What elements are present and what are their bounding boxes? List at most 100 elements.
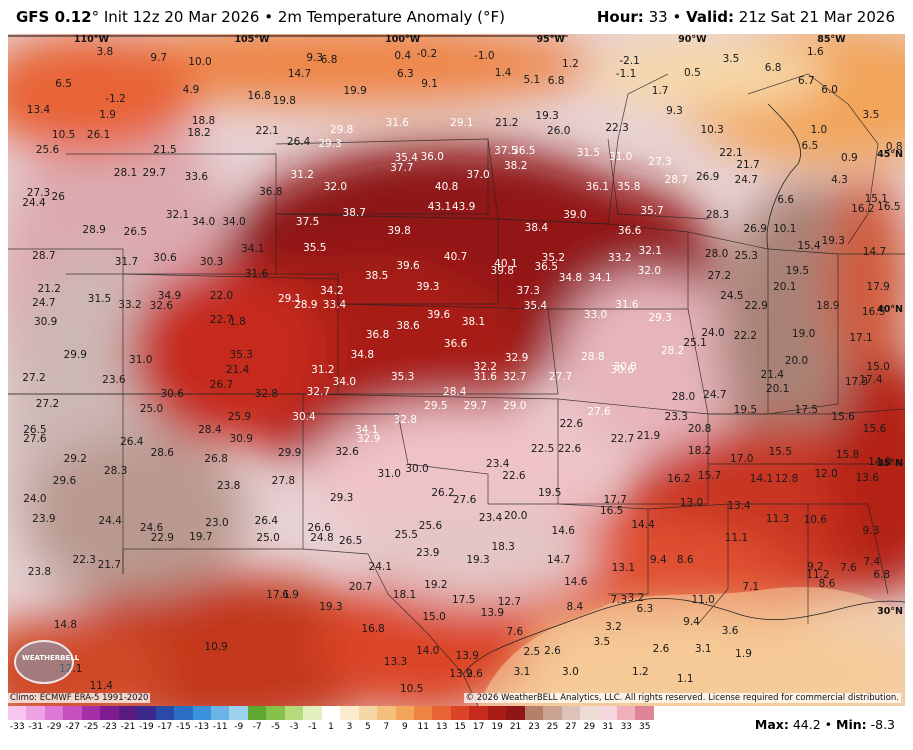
anomaly-value: 14.0 [416, 644, 440, 657]
anomaly-value: 23.3 [664, 411, 688, 424]
anomaly-value: -1.0 [474, 50, 495, 63]
anomaly-value: 22.9 [744, 300, 768, 313]
min-label: Min: [836, 717, 867, 732]
longitude-label: 100°W [385, 34, 421, 45]
anomaly-value: 38.2 [503, 160, 528, 173]
anomaly-value: 4.9 [182, 83, 200, 96]
anomaly-value: 19.2 [424, 579, 448, 592]
anomaly-value: 40.1 [494, 257, 518, 270]
anomaly-value: 15.1 [864, 192, 888, 205]
anomaly-value: 16.2 [667, 472, 691, 485]
anomaly-value: 30.6 [610, 364, 635, 376]
anomaly-value: 9.7 [150, 51, 168, 64]
anomaly-value: 19.3 [466, 554, 490, 567]
anomaly-value: 36.8 [365, 329, 390, 342]
legend-tick-label: 17 [472, 722, 485, 732]
anomaly-value: 14.6 [564, 575, 588, 588]
anomaly-value: 10.1 [773, 222, 797, 235]
legend-swatch [321, 706, 341, 720]
legend-swatch [413, 706, 433, 720]
anomaly-value: 21.7 [97, 558, 122, 571]
anomaly-value: 4.3 [831, 173, 848, 186]
legend-tick-label: -17 [157, 722, 173, 732]
anomaly-value: 20.7 [348, 581, 373, 594]
legend-tick-label: 29 [583, 722, 596, 732]
anomaly-value: 17.0 [730, 453, 754, 466]
anomaly-value: 21.4 [225, 364, 250, 376]
anomaly-value: 38.6 [396, 320, 420, 333]
anomaly-value: 20.8 [687, 423, 712, 436]
longitude-label: 90°W [678, 34, 707, 45]
legend-tick-label: -23 [102, 722, 117, 732]
anomaly-value: 25.0 [256, 532, 280, 544]
anomaly-value: 39.8 [387, 224, 411, 237]
anomaly-value: 17.9 [866, 281, 890, 294]
anomaly-value: 24.1 [368, 560, 392, 573]
longitude-label: 85°W [817, 34, 846, 45]
legend-swatch [192, 706, 211, 720]
anomaly-value: 30.0 [405, 463, 429, 476]
anomaly-value: 1.7 [651, 85, 669, 98]
legend-swatch [26, 706, 45, 720]
anomaly-value: 27.2 [35, 397, 60, 410]
anomaly-value: 8.4 [566, 601, 584, 614]
anomaly-value: 2.5 [523, 646, 541, 659]
anomaly-value: 1.2 [562, 58, 579, 71]
legend-swatch [303, 706, 322, 720]
anomaly-value: 7.6 [840, 562, 857, 575]
valid-time-info: Hour: 33 • Valid: 21z Sat 21 Mar 2026 [597, 8, 895, 26]
anomaly-value: 39.0 [563, 209, 587, 222]
anomaly-value: 32.0 [637, 264, 662, 277]
anomaly-value: 20.0 [784, 355, 809, 368]
anomaly-value: 32.1 [638, 245, 662, 258]
anomaly-value: 6.8 [873, 568, 891, 581]
anomaly-value: 16.5 [599, 505, 624, 518]
anomaly-value: 24.4 [22, 197, 46, 210]
anomaly-value: 27.3 [26, 187, 51, 200]
anomaly-value: 1.2 [632, 666, 649, 679]
climo-note: Climo: ECMWF ERA-5 1991-2020 [8, 693, 151, 703]
anomaly-value: 19.0 [791, 328, 816, 341]
anomaly-value: 9.3 [666, 105, 683, 118]
anomaly-value: 16.8 [361, 622, 385, 635]
anomaly-value: 1.9 [99, 108, 116, 121]
anomaly-value: 24.5 [720, 290, 744, 303]
legend-tick-label: -7 [252, 722, 262, 732]
anomaly-value: 38.1 [461, 315, 486, 328]
legend-tick-label: -5 [271, 722, 281, 732]
anomaly-value: 36.0 [420, 150, 444, 163]
anomaly-value: 3.1 [694, 642, 712, 655]
anomaly-value: 39.8 [490, 264, 514, 277]
legend-tick-label: -25 [83, 722, 99, 732]
anomaly-value: -1.2 [105, 93, 126, 106]
anomaly-value: 21.4 [760, 368, 784, 381]
anomaly-value: 34.1 [588, 271, 612, 284]
anomaly-value: 43.9 [451, 200, 476, 213]
anomaly-value: 36.1 [585, 180, 610, 193]
anomaly-value: 1.4 [494, 66, 512, 79]
legend-swatch [432, 706, 451, 720]
anomaly-value: 30.6 [153, 251, 177, 264]
anomaly-value: 29.8 [329, 124, 354, 137]
anomaly-value: 30.6 [160, 387, 184, 400]
anomaly-value: 29.6 [52, 474, 77, 487]
anomaly-value: 6.7 [797, 75, 815, 88]
anomaly-value: 22.3 [72, 553, 96, 566]
anomaly-value: 21.9 [636, 429, 661, 442]
header-bar: GFS 0.12° Init 12z 20 Mar 2026 • 2m Temp… [0, 0, 913, 34]
anomaly-value: 15.7 [697, 470, 722, 483]
anomaly-value: 32.9 [504, 351, 529, 364]
anomaly-value: 29.1 [450, 117, 474, 130]
forecast-hour: 33 [648, 8, 668, 26]
temperature-anomaly-map: 3.8 9.7 10.0 9.3 6.8 0.4 -0.2 -1.0 1.2 -2.1 -1.1 3.… [8, 34, 905, 706]
anomaly-value: 3.8 [96, 46, 114, 59]
anomaly-value: 19.9 [343, 85, 367, 98]
anomaly-value: 33.6 [184, 171, 209, 184]
anomaly-value: 0.8 [885, 140, 903, 153]
anomaly-value: 34.0 [222, 216, 246, 229]
legend-swatch [81, 706, 101, 720]
legend-tick-label: 11 [417, 722, 430, 732]
anomaly-value: 0.5 [684, 66, 701, 79]
anomaly-value: -2.1 [619, 54, 640, 67]
anomaly-value: 26.8 [204, 453, 228, 466]
